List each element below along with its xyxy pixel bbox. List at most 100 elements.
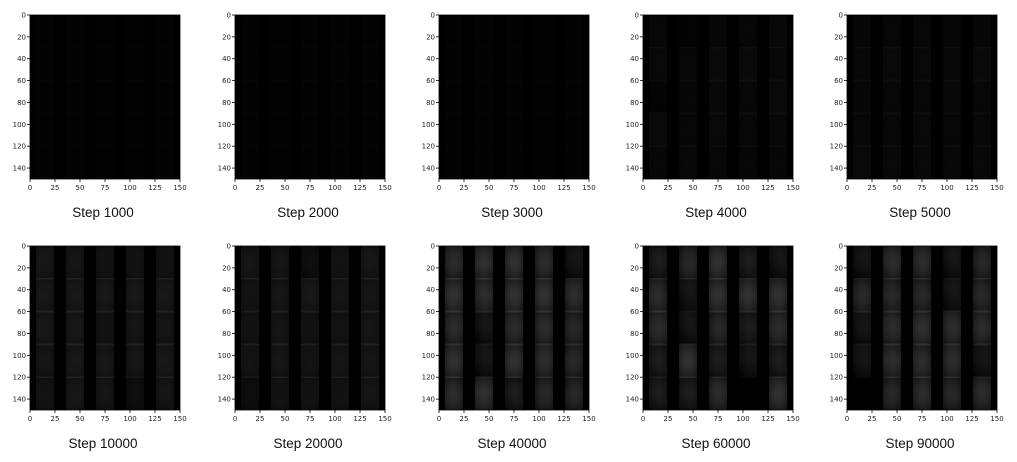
sample-digit [332,17,348,45]
sample-digit [945,315,959,341]
sample-digit [681,51,695,77]
sample-digit [885,348,899,374]
sample-digit [362,17,378,45]
y-tick-label: 80 [17,330,26,338]
y-tick-label: 100 [13,352,26,360]
sample-digit [915,348,929,374]
sample-digit [771,19,785,44]
x-tick-label: 150 [990,415,1003,423]
sample-digit [945,381,959,406]
sample-digit [477,348,491,374]
x-tick-label: 50 [893,415,902,423]
sample-digit [447,84,461,110]
sample-digit [447,381,461,406]
sample-digit [68,250,82,275]
sample-digit [477,84,491,110]
sample-digit [37,17,53,45]
sample-digit [711,315,725,341]
sample-digit [945,250,959,275]
sample-digit [97,50,113,78]
y-tick-label: 20 [630,33,639,41]
sample-digit [272,83,288,111]
sample-panel: 0 25 50 75 100 125 150 0 20 40 60 80 100 120 140 Step 4… [621,6,811,231]
x-tick-label: 50 [281,415,290,423]
y-tick-label: 120 [218,374,231,382]
sample-digit [855,19,869,44]
sample-digit [915,315,929,341]
x-tick-label: 25 [664,184,673,192]
x-tick-label: 75 [510,415,519,423]
sample-digit [157,149,173,177]
sample-digit [333,348,347,374]
x-tick-label: 50 [485,184,494,192]
sample-plot: 0 25 50 75 100 125 150 0 20 40 60 80 100 120 140 [13,12,187,193]
x-tick-label: 25 [460,184,469,192]
sample-digit [447,315,461,341]
x-tick-label: 125 [965,415,978,423]
sample-digit [477,51,491,77]
sample-digit [242,149,258,177]
sample-digit [975,19,989,44]
sample-digit [681,84,695,110]
y-tick-label: 120 [13,143,26,151]
sample-digit [363,250,377,275]
y-tick-label: 100 [626,121,639,129]
step-caption: Step 10000 [68,436,138,451]
y-tick-label: 140 [422,396,435,404]
sample-digit [567,84,581,110]
sample-digit [711,117,725,143]
x-tick-label: 25 [460,415,469,423]
x-tick-label: 100 [736,415,749,423]
sample-digit [507,282,521,308]
sample-digit [885,150,899,175]
y-tick-label: 140 [422,165,435,173]
sample-digit [97,149,113,177]
y-tick-label: 80 [630,99,639,107]
sample-digit [37,83,53,111]
y-tick-label: 120 [218,143,231,151]
x-tick-label: 125 [353,415,366,423]
sample-digit [67,83,83,111]
y-tick-label: 140 [218,396,231,404]
sample-digit [537,381,551,406]
sample-digit [885,250,899,275]
y-tick-label: 100 [626,352,639,360]
sample-digit [507,19,521,44]
sample-digit [303,348,317,374]
sample-digit [771,51,785,77]
sample-digit [67,149,83,177]
sample-digit [98,381,112,406]
y-tick-label: 0 [839,12,843,20]
sample-digit [651,381,665,406]
sample-digit [741,150,755,175]
sample-digit [363,348,377,374]
sample-digit [128,282,142,308]
sample-digit [945,19,959,44]
y-tick-label: 80 [426,99,435,107]
sample-plot: 0 25 50 75 100 125 150 0 20 40 60 80 100 120 140 [626,243,800,424]
sample-digit [447,348,461,374]
sample-digit [537,150,551,175]
sample-digit [98,282,112,308]
x-tick-label: 50 [485,415,494,423]
x-tick-label: 50 [689,184,698,192]
sample-digit [567,51,581,77]
sample-digit [158,315,172,341]
sample-digit [681,282,695,308]
x-tick-label: 75 [714,184,723,192]
sample-digit [272,149,288,177]
sample-digit [741,348,755,374]
sample-panel: 0 25 50 75 100 125 150 0 20 40 60 80 100 120 140 Step 6… [621,237,811,462]
sample-digit [711,250,725,275]
sample-digit [681,348,695,374]
sample-digit [362,83,378,111]
sample-digit [567,250,581,275]
sample-digit [741,117,755,143]
x-tick-label: 150 [582,184,595,192]
y-tick-label: 100 [218,352,231,360]
sample-digit [855,150,869,175]
sample-digit [302,83,318,111]
sample-digit [333,250,347,275]
x-tick-label: 50 [281,184,290,192]
x-tick-label: 75 [101,415,110,423]
